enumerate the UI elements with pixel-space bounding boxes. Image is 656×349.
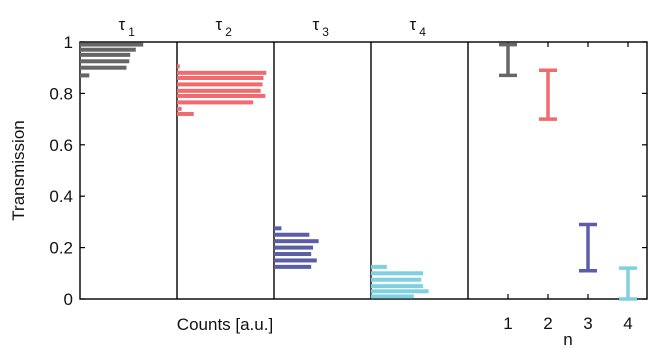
panel-label-subscript: 1 — [128, 25, 135, 39]
y-tick-label: 0 — [64, 290, 73, 309]
x-axis-label-counts: Counts [a.u.] — [177, 315, 273, 334]
histogram-bar — [177, 70, 267, 75]
histogram-bar — [177, 75, 264, 80]
histogram-bar — [274, 258, 317, 263]
panel-label-base: τ — [119, 15, 126, 34]
y-tick-label: 0.8 — [49, 84, 73, 103]
histogram-bar — [80, 73, 90, 78]
histogram-bar — [371, 277, 422, 282]
histogram-bar — [80, 47, 136, 52]
y-axis-label: Transmission — [9, 120, 28, 220]
histogram-bar — [274, 252, 312, 257]
panel-label-subscript: 4 — [419, 25, 426, 39]
histogram-bar — [177, 111, 194, 116]
axis-labels: Transmission Counts [a.u.] n — [9, 120, 573, 349]
histogram-bar — [274, 226, 282, 231]
histogram-bar — [80, 42, 144, 47]
panel-label-base: τ — [410, 15, 417, 34]
histogram-bar — [177, 82, 263, 87]
range-bar — [619, 266, 637, 301]
histogram-bar — [274, 232, 310, 237]
histogram-bar — [80, 65, 127, 70]
panel-label-base: τ — [313, 15, 320, 34]
histogram-bar — [274, 239, 319, 244]
x-tick-label: 2 — [543, 314, 552, 333]
histogram-bar — [177, 88, 261, 93]
plot-border — [79, 41, 648, 300]
y-tick-label: 1 — [64, 33, 73, 52]
panel-label-base: τ — [216, 15, 223, 34]
range-bar — [499, 42, 517, 78]
range-bar — [579, 222, 597, 273]
histogram-bar — [371, 294, 414, 299]
panel-label-subscript: 3 — [322, 25, 329, 39]
plot-frame — [79, 41, 648, 300]
histogram-bar — [177, 93, 266, 98]
y-axis: 0 0.2 0.4 0.6 0.8 1 — [49, 33, 647, 309]
histogram-bar — [274, 245, 314, 250]
histogram-bar — [274, 264, 312, 269]
x-axis-label-n: n — [563, 330, 572, 349]
histogram-bar — [371, 264, 387, 269]
range-bar — [539, 68, 557, 121]
histogram-bar — [177, 100, 254, 105]
histogram-bar — [371, 284, 424, 289]
x-tick-label: 1 — [503, 314, 512, 333]
panel-label-subscript: 2 — [225, 25, 232, 39]
y-tick-label: 0.4 — [49, 187, 73, 206]
histogram-bar — [177, 64, 180, 69]
histogram-bar — [80, 59, 130, 64]
y-tick-label: 0.2 — [49, 239, 73, 258]
histogram-bar — [177, 106, 182, 111]
histogram-bar — [371, 271, 424, 276]
y-tick-label: 0.6 — [49, 136, 73, 155]
range-panel: 1 2 3 4 — [499, 42, 637, 333]
histogram-bar — [371, 289, 429, 294]
x-tick-label: 3 — [583, 314, 592, 333]
histogram-bar — [80, 52, 131, 57]
x-tick-label: 4 — [623, 314, 632, 333]
